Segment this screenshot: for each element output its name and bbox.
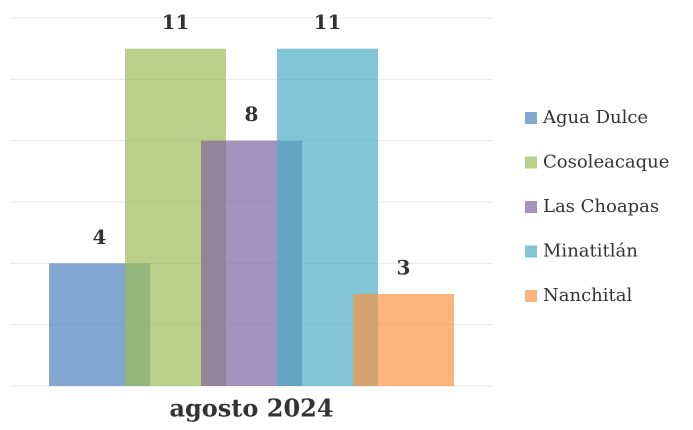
legend-label: Nanchital: [543, 285, 632, 306]
value-label: 4: [93, 225, 107, 249]
legend-swatch: [525, 245, 537, 258]
value-label: 3: [397, 256, 411, 280]
legend-swatch: [525, 156, 537, 169]
value-label: 8: [245, 102, 259, 126]
legend-label: Cosoleacaque: [543, 152, 669, 173]
x-tick-label: agosto 2024: [169, 394, 333, 423]
legend-swatch: [525, 112, 537, 124]
value-label: 11: [162, 10, 190, 34]
legend-label: Agua Dulce: [542, 107, 648, 128]
legend-label: Las Choapas: [543, 196, 659, 217]
legend-swatch: [525, 290, 537, 302]
legend-swatch: [525, 201, 537, 213]
bar: [353, 294, 454, 386]
legend-label: Minatitlán: [543, 241, 638, 262]
value-label: 11: [314, 10, 342, 34]
